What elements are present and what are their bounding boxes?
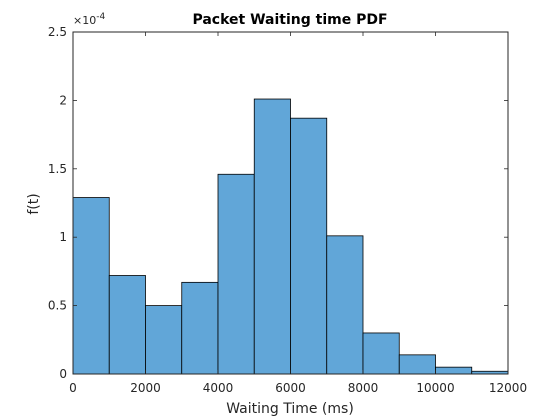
histogram-bar [72, 197, 110, 375]
y-tick-label: 0.5 [48, 299, 67, 313]
chart-title: Packet Waiting time PDF [192, 12, 387, 28]
y-tick-label: 1.5 [48, 162, 67, 176]
x-tick-label: 0 [69, 381, 77, 395]
histogram-bar [435, 366, 473, 375]
histogram-bar [253, 98, 291, 375]
x-tick-label: 2000 [130, 381, 161, 395]
y-axis-label: f(t) [26, 193, 42, 214]
plot-area-box [72, 31, 509, 375]
x-tick-label: 4000 [203, 381, 234, 395]
histogram-bar [290, 117, 328, 375]
histogram-bar [181, 281, 219, 375]
x-tick-label: 6000 [275, 381, 306, 395]
y-axis-exponent: ×10-4 [73, 12, 105, 27]
histogram-bars [72, 98, 509, 375]
y-tick-label: 2 [59, 93, 67, 107]
histogram-bar [145, 305, 183, 375]
x-tick-label: 8000 [348, 381, 379, 395]
tick-labels: 0 2000 4000 6000 8000 10000 12000 0 0.5 1 1.5 2 2.5 [48, 25, 527, 395]
histogram-bar [217, 173, 255, 375]
histogram-bar [362, 332, 400, 375]
y-tick-label: 1 [59, 230, 67, 244]
histogram-bar [326, 235, 364, 375]
y-tick-label: 2.5 [48, 25, 67, 39]
y-exponent-power: -4 [96, 12, 105, 22]
y-tick-label: 0 [59, 367, 67, 381]
x-tick-label: 10000 [416, 381, 454, 395]
histogram-bar [108, 275, 146, 375]
x-tick-label: 12000 [489, 381, 527, 395]
x-axis-label: Waiting Time (ms) [226, 401, 354, 417]
histogram-bar [398, 354, 436, 375]
y-exponent-base: ×10 [73, 14, 96, 27]
